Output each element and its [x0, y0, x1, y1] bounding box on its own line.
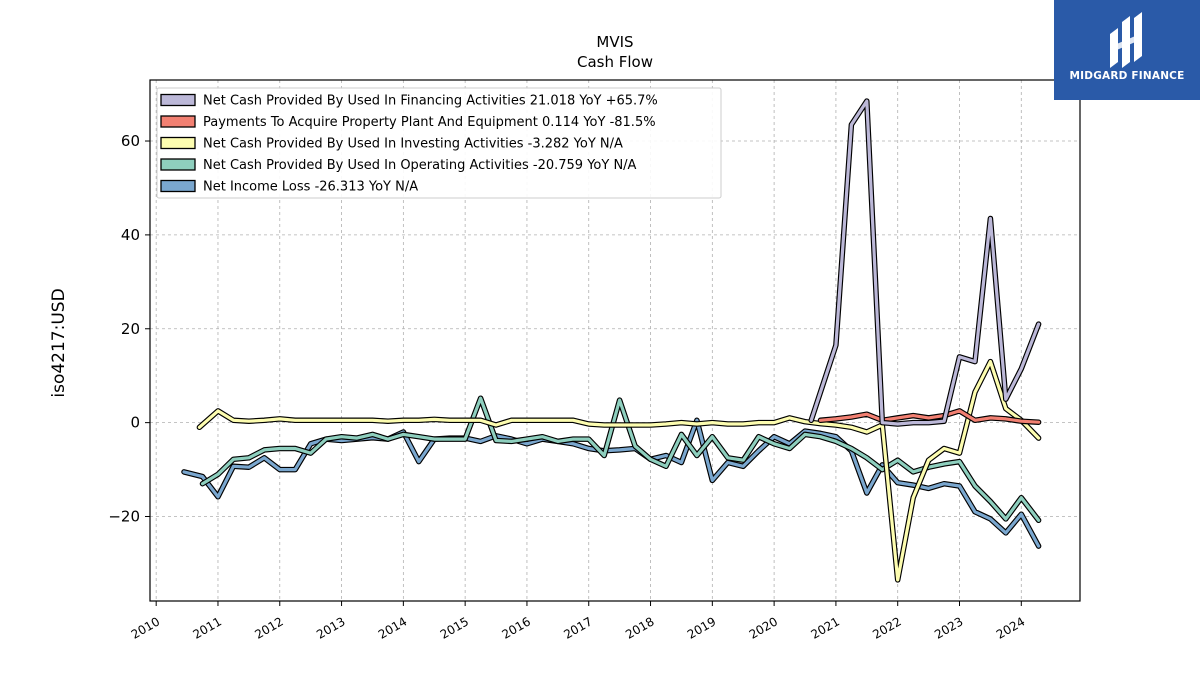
series-line-2 — [197, 360, 1041, 582]
x-tick-label: 2017 — [561, 614, 594, 641]
series-line-3 — [818, 409, 1041, 424]
y-tick-label: 0 — [130, 414, 140, 432]
legend-swatch — [160, 136, 196, 150]
x-tick-label: 2015 — [438, 614, 471, 641]
x-tick-label: 2019 — [685, 614, 718, 641]
x-tick-label: 2022 — [870, 614, 903, 641]
legend-entry: Net Cash Provided By Used In Investing A… — [203, 137, 623, 152]
y-axis-label: iso4217:USD — [49, 288, 69, 397]
chart-title: MVIS — [596, 33, 633, 51]
legend-entry: Net Cash Provided By Used In Operating A… — [203, 158, 637, 173]
chart-subtitle: Cash Flow — [577, 53, 653, 71]
legend-swatch — [160, 158, 196, 171]
legend: Net Cash Provided By Used In Financing A… — [156, 87, 722, 199]
series-line-1 — [200, 396, 1041, 522]
brand-logo: MIDGARD FINANCE — [1054, 0, 1200, 100]
x-tick-label: 2010 — [129, 614, 162, 641]
x-tick-label: 2018 — [623, 614, 656, 641]
x-tick-label: 2023 — [932, 614, 965, 641]
x-tick-label: 2013 — [314, 614, 347, 641]
legend-swatch — [160, 179, 196, 193]
legend-entry: Payments To Acquire Property Plant And E… — [203, 115, 656, 130]
brand-name: MIDGARD FINANCE — [1069, 70, 1185, 82]
y-tick-label: 40 — [121, 226, 140, 244]
legend-swatch — [160, 93, 196, 107]
legend-entry: Net Cash Provided By Used In Financing A… — [203, 94, 658, 109]
x-tick-label: 2014 — [376, 614, 409, 641]
y-tick-label: 60 — [121, 132, 140, 150]
x-tick-label: 2021 — [808, 614, 841, 641]
series-line-4 — [809, 99, 1041, 426]
brand-mark-icon — [1110, 12, 1142, 68]
axes: −20 0 20 40 60 2010 2011 2012 2013 2014 2015 2016 20… — [108, 132, 1027, 642]
legend-swatch — [160, 115, 196, 128]
series-lines — [181, 98, 1042, 583]
plot-frame — [149, 79, 1081, 602]
x-tick-label: 2024 — [994, 614, 1027, 641]
x-tick-label: 2020 — [747, 614, 780, 641]
x-tick-label: 2016 — [500, 614, 533, 641]
x-tick-label: 2011 — [191, 614, 224, 641]
legend-box — [156, 87, 722, 199]
y-tick-label: −20 — [108, 508, 140, 526]
x-tick-label: 2012 — [252, 614, 285, 641]
y-tick-label: 20 — [121, 320, 140, 338]
legend-entry: Net Income Loss -26.313 YoY N/A — [203, 180, 418, 195]
